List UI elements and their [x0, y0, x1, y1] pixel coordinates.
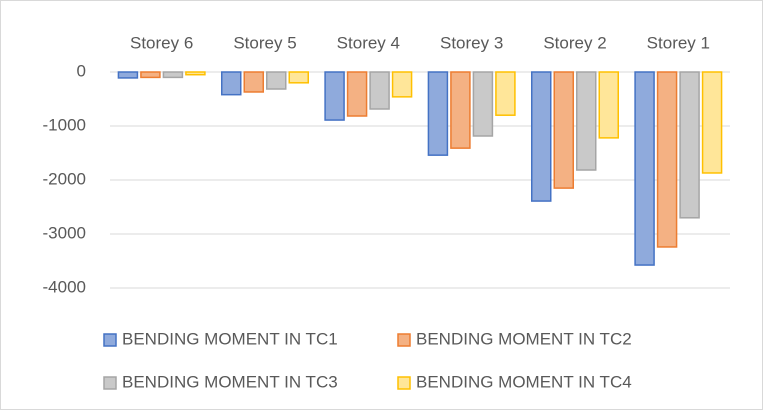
x-tick-label: Storey 5 [233, 33, 296, 52]
bar [185, 71, 206, 76]
bar [266, 71, 287, 90]
bar [324, 71, 345, 121]
legend-marker [397, 333, 411, 347]
x-tick-label: Storey 6 [130, 33, 193, 52]
bar [288, 71, 309, 84]
bar [450, 71, 471, 149]
x-tick-label: Storey 2 [543, 33, 606, 52]
bar [346, 71, 368, 117]
bar [243, 71, 264, 93]
bar [221, 71, 242, 96]
bar [495, 71, 516, 116]
legend-label: BENDING MOMENT IN TC2 [416, 329, 632, 348]
bar [656, 71, 678, 248]
y-tick-label: 0 [77, 61, 86, 80]
legend-marker [103, 333, 117, 347]
bar [598, 71, 619, 139]
y-tick-label: -3000 [43, 223, 86, 242]
legend-label: BENDING MOMENT IN TC3 [122, 372, 338, 391]
legend-label: BENDING MOMENT IN TC4 [416, 372, 632, 391]
bar [472, 71, 494, 137]
bar [531, 71, 552, 202]
bar [634, 71, 655, 266]
x-tick-label: Storey 3 [440, 33, 503, 52]
legend-marker [103, 376, 117, 390]
y-tick-label: -1000 [43, 115, 86, 134]
bar [162, 71, 184, 79]
bar [576, 71, 597, 171]
bar [117, 71, 139, 79]
legend-marker [397, 376, 411, 390]
bar [427, 71, 449, 156]
y-tick-label: -4000 [43, 277, 86, 296]
bar [391, 71, 413, 98]
bar [679, 71, 700, 219]
bar [553, 71, 574, 189]
x-tick-label: Storey 1 [647, 33, 710, 52]
bar [701, 71, 723, 174]
y-tick-label: -2000 [43, 169, 86, 188]
legend-label: BENDING MOMENT IN TC1 [122, 329, 338, 348]
bar [140, 71, 161, 79]
x-tick-label: Storey 4 [337, 33, 400, 52]
bar [369, 71, 390, 110]
